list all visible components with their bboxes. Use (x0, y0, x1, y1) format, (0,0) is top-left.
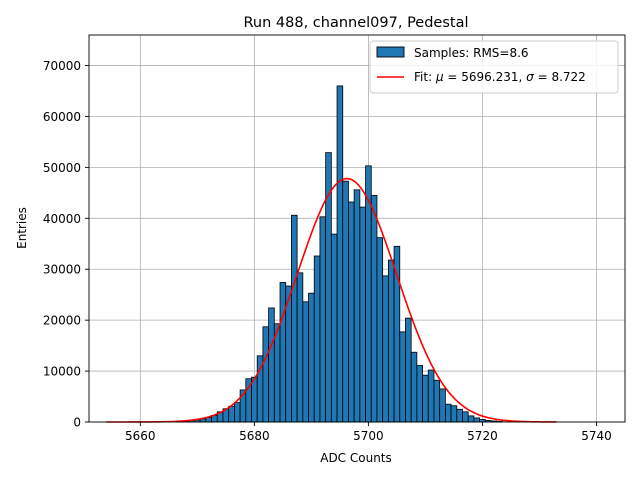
histogram-bar (405, 317, 412, 423)
y-tick-label: 30000 (43, 263, 81, 277)
histogram-bar (319, 216, 327, 423)
x-axis-label: ADC Counts (320, 451, 392, 465)
histogram-bar (302, 301, 309, 423)
x-tick-label: 5740 (581, 429, 612, 443)
histogram-bar (228, 405, 235, 423)
histogram-bars (176, 85, 503, 423)
legend: Samples: RMS=8.6 Fit: μ = 5696.231, σ = … (369, 40, 619, 94)
histogram-bar (444, 403, 452, 423)
x-tick-label: 5680 (239, 429, 270, 443)
histogram-bar (262, 326, 270, 423)
histogram-bar (399, 331, 406, 423)
histogram-bar (456, 408, 463, 423)
histogram-bar (462, 411, 469, 423)
histogram-bar (342, 180, 349, 423)
y-tick-label: 10000 (43, 365, 81, 379)
histogram-bar (325, 152, 332, 423)
histogram-bar (410, 351, 418, 423)
histogram-bar (234, 402, 241, 423)
legend-histogram-swatch (376, 46, 405, 58)
histogram-bar (467, 415, 475, 423)
histogram-bar (382, 275, 389, 423)
histogram-bar (427, 369, 435, 423)
legend-histogram-label: Samples: RMS=8.6 (414, 46, 529, 60)
histogram-bar (433, 379, 441, 423)
histogram-bar (291, 214, 298, 423)
y-axis-label: Entries (15, 207, 29, 249)
y-tick-label: 40000 (43, 212, 81, 226)
histogram-bar (416, 365, 423, 423)
histogram-bar (348, 201, 355, 423)
histogram-bar (353, 189, 361, 423)
histogram-bar (279, 282, 287, 423)
histogram-bar (450, 405, 458, 423)
histogram-bar (473, 417, 480, 423)
histogram-bar (251, 376, 258, 423)
histogram-bar (422, 374, 429, 423)
histogram-bar (313, 255, 321, 423)
histogram-bar (370, 195, 378, 423)
y-tick-label: 0 (73, 416, 81, 430)
histogram-bar (439, 388, 446, 423)
histogram-bar (268, 307, 275, 423)
histogram-bar (308, 292, 315, 423)
legend-box (369, 40, 619, 94)
histogram-bar (296, 272, 304, 423)
y-tick-label: 60000 (43, 110, 81, 124)
fit-curve (106, 177, 557, 423)
histogram-bar (336, 85, 344, 423)
histogram-bar (387, 259, 395, 423)
y-tick-label: 50000 (43, 161, 81, 175)
x-tick-label: 5720 (467, 429, 498, 443)
histogram-bar (330, 233, 338, 423)
x-axis-ticks: 5660 5680 5700 5720 5740 (125, 422, 612, 443)
y-tick-label: 70000 (43, 59, 81, 73)
chart-title: Run 488, channel097, Pedestal (243, 15, 468, 31)
y-tick-label: 20000 (43, 314, 81, 328)
histogram-bar (376, 237, 384, 423)
y-axis-ticks: 0 10000 20000 30000 40000 50000 60000 70000 (43, 59, 89, 430)
plot-frame (88, 34, 626, 423)
histogram-bar (359, 206, 366, 423)
x-tick-label: 5660 (125, 429, 156, 443)
histogram-bar (273, 323, 281, 423)
legend-fit-label: Fit: μ = 5696.231, σ = 8.722 (414, 70, 586, 84)
x-tick-label: 5700 (353, 429, 384, 443)
